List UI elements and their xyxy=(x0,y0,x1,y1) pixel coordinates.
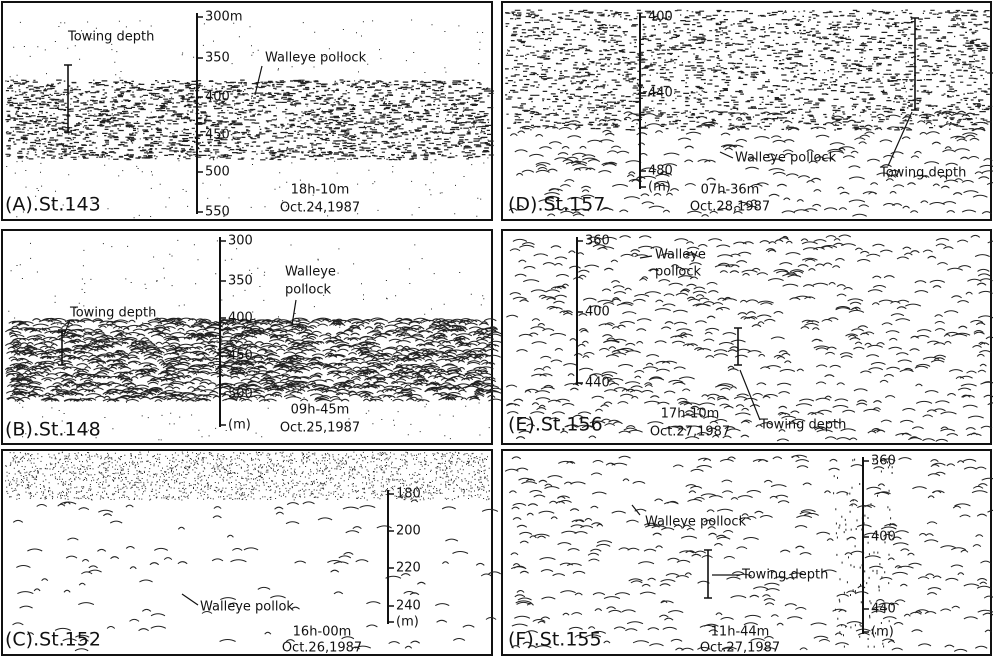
depth-label: 450 xyxy=(228,349,253,364)
record-date: Oct.26,1987 xyxy=(282,641,362,656)
depth-label: 360 xyxy=(585,234,610,249)
depth-label: 500 xyxy=(228,387,253,402)
depth-label: 440 xyxy=(648,86,673,101)
depth-label: (m) xyxy=(396,615,419,630)
depth-label: 400 xyxy=(648,10,673,25)
record-time: 18h-10m xyxy=(291,183,350,198)
annotation: Walleye pollock xyxy=(645,515,747,530)
depth-label: 480 xyxy=(648,164,673,179)
figure: 300m 350 400 450 500 550 Towing depth Walleye p… xyxy=(0,0,993,657)
annotation: Towing depth xyxy=(741,568,828,583)
record-date: Oct.27,1987 xyxy=(700,641,780,656)
record-time: 16h-00m xyxy=(293,625,352,640)
record-date: Oct.24,1987 xyxy=(280,201,360,216)
panel: 360 400 440 (m) Walleye pollock Towing depth 1… xyxy=(502,450,993,656)
annotation: Towing depth xyxy=(759,418,846,433)
depth-label: 550 xyxy=(205,205,230,220)
depth-label: 400 xyxy=(205,90,230,105)
record-time: 17h-10m xyxy=(661,407,720,422)
depth-label: 400 xyxy=(228,311,253,326)
panel-label: (F).St.155 xyxy=(508,629,602,651)
annotation: Walleye pollock xyxy=(265,51,367,66)
panel: 400 440 480(m) Walleye pollock Towing depth 0… xyxy=(502,2,993,220)
depth-label: 200 xyxy=(396,524,421,539)
panel-label: (B).St.148 xyxy=(5,419,101,441)
record-time: 09h-45m xyxy=(291,403,350,418)
annotation: pollock xyxy=(655,265,702,280)
annotation: Towing depth xyxy=(879,166,966,181)
annotation: Walleye pollok xyxy=(200,600,294,615)
depth-label: 500 xyxy=(205,165,230,180)
record-date: Oct.28,1987 xyxy=(690,200,770,215)
page: {"panels":[ {"label":"(A).St.143","scale… xyxy=(0,0,993,657)
depth-label: 220 xyxy=(396,561,421,576)
annotation: Walleye pollock xyxy=(735,151,837,166)
annotation: Walleye xyxy=(285,265,336,280)
panel: 300 350 400 450 500 (m) Towing depth Walleye pol… xyxy=(2,230,503,444)
depth-label: 440 xyxy=(871,602,896,617)
record-date: Oct.27,1987 xyxy=(650,425,730,440)
panel-label: (A).St.143 xyxy=(5,194,101,216)
panel: 180 200 220 240(m) Walleye pollok 16h-00mOct.… xyxy=(2,450,501,656)
annotation: pollock xyxy=(285,283,332,298)
depth-label: 400 xyxy=(585,305,610,320)
panel-frame xyxy=(2,230,492,444)
depth-label: 440 xyxy=(585,376,610,391)
annotation: Walleye xyxy=(655,248,706,263)
panel-label: (D).St.157 xyxy=(508,194,605,216)
depth-label: 350 xyxy=(228,274,253,289)
depth-label: (m) xyxy=(228,418,251,433)
annotation: Towing depth xyxy=(67,30,154,45)
depth-label: 450 xyxy=(205,128,230,143)
panel-label: (C).St.152 xyxy=(5,629,101,651)
depth-label: 300 xyxy=(228,234,253,249)
depth-label: 350 xyxy=(205,51,230,66)
depth-label: 180 xyxy=(396,487,421,502)
panel: 360 400 440 Walleye pollock Towing depth 17h-1… xyxy=(502,230,993,444)
record-date: Oct.25,1987 xyxy=(280,421,360,436)
depth-label: 400 xyxy=(871,530,896,545)
record-time: 11h-44m xyxy=(711,625,770,640)
depth-label: 240 xyxy=(396,599,421,614)
annotation: Towing depth xyxy=(69,306,156,321)
record-time: 07h-36m xyxy=(701,183,760,198)
panel-label: (E).St.156 xyxy=(508,414,603,436)
depth-label: (m) xyxy=(871,625,894,640)
panel: 300m 350 400 450 500 550 Towing depth Walleye p… xyxy=(2,2,494,220)
depth-label: 300m xyxy=(205,10,242,25)
depth-label: (m) xyxy=(648,180,671,195)
depth-label: 360 xyxy=(871,454,896,469)
